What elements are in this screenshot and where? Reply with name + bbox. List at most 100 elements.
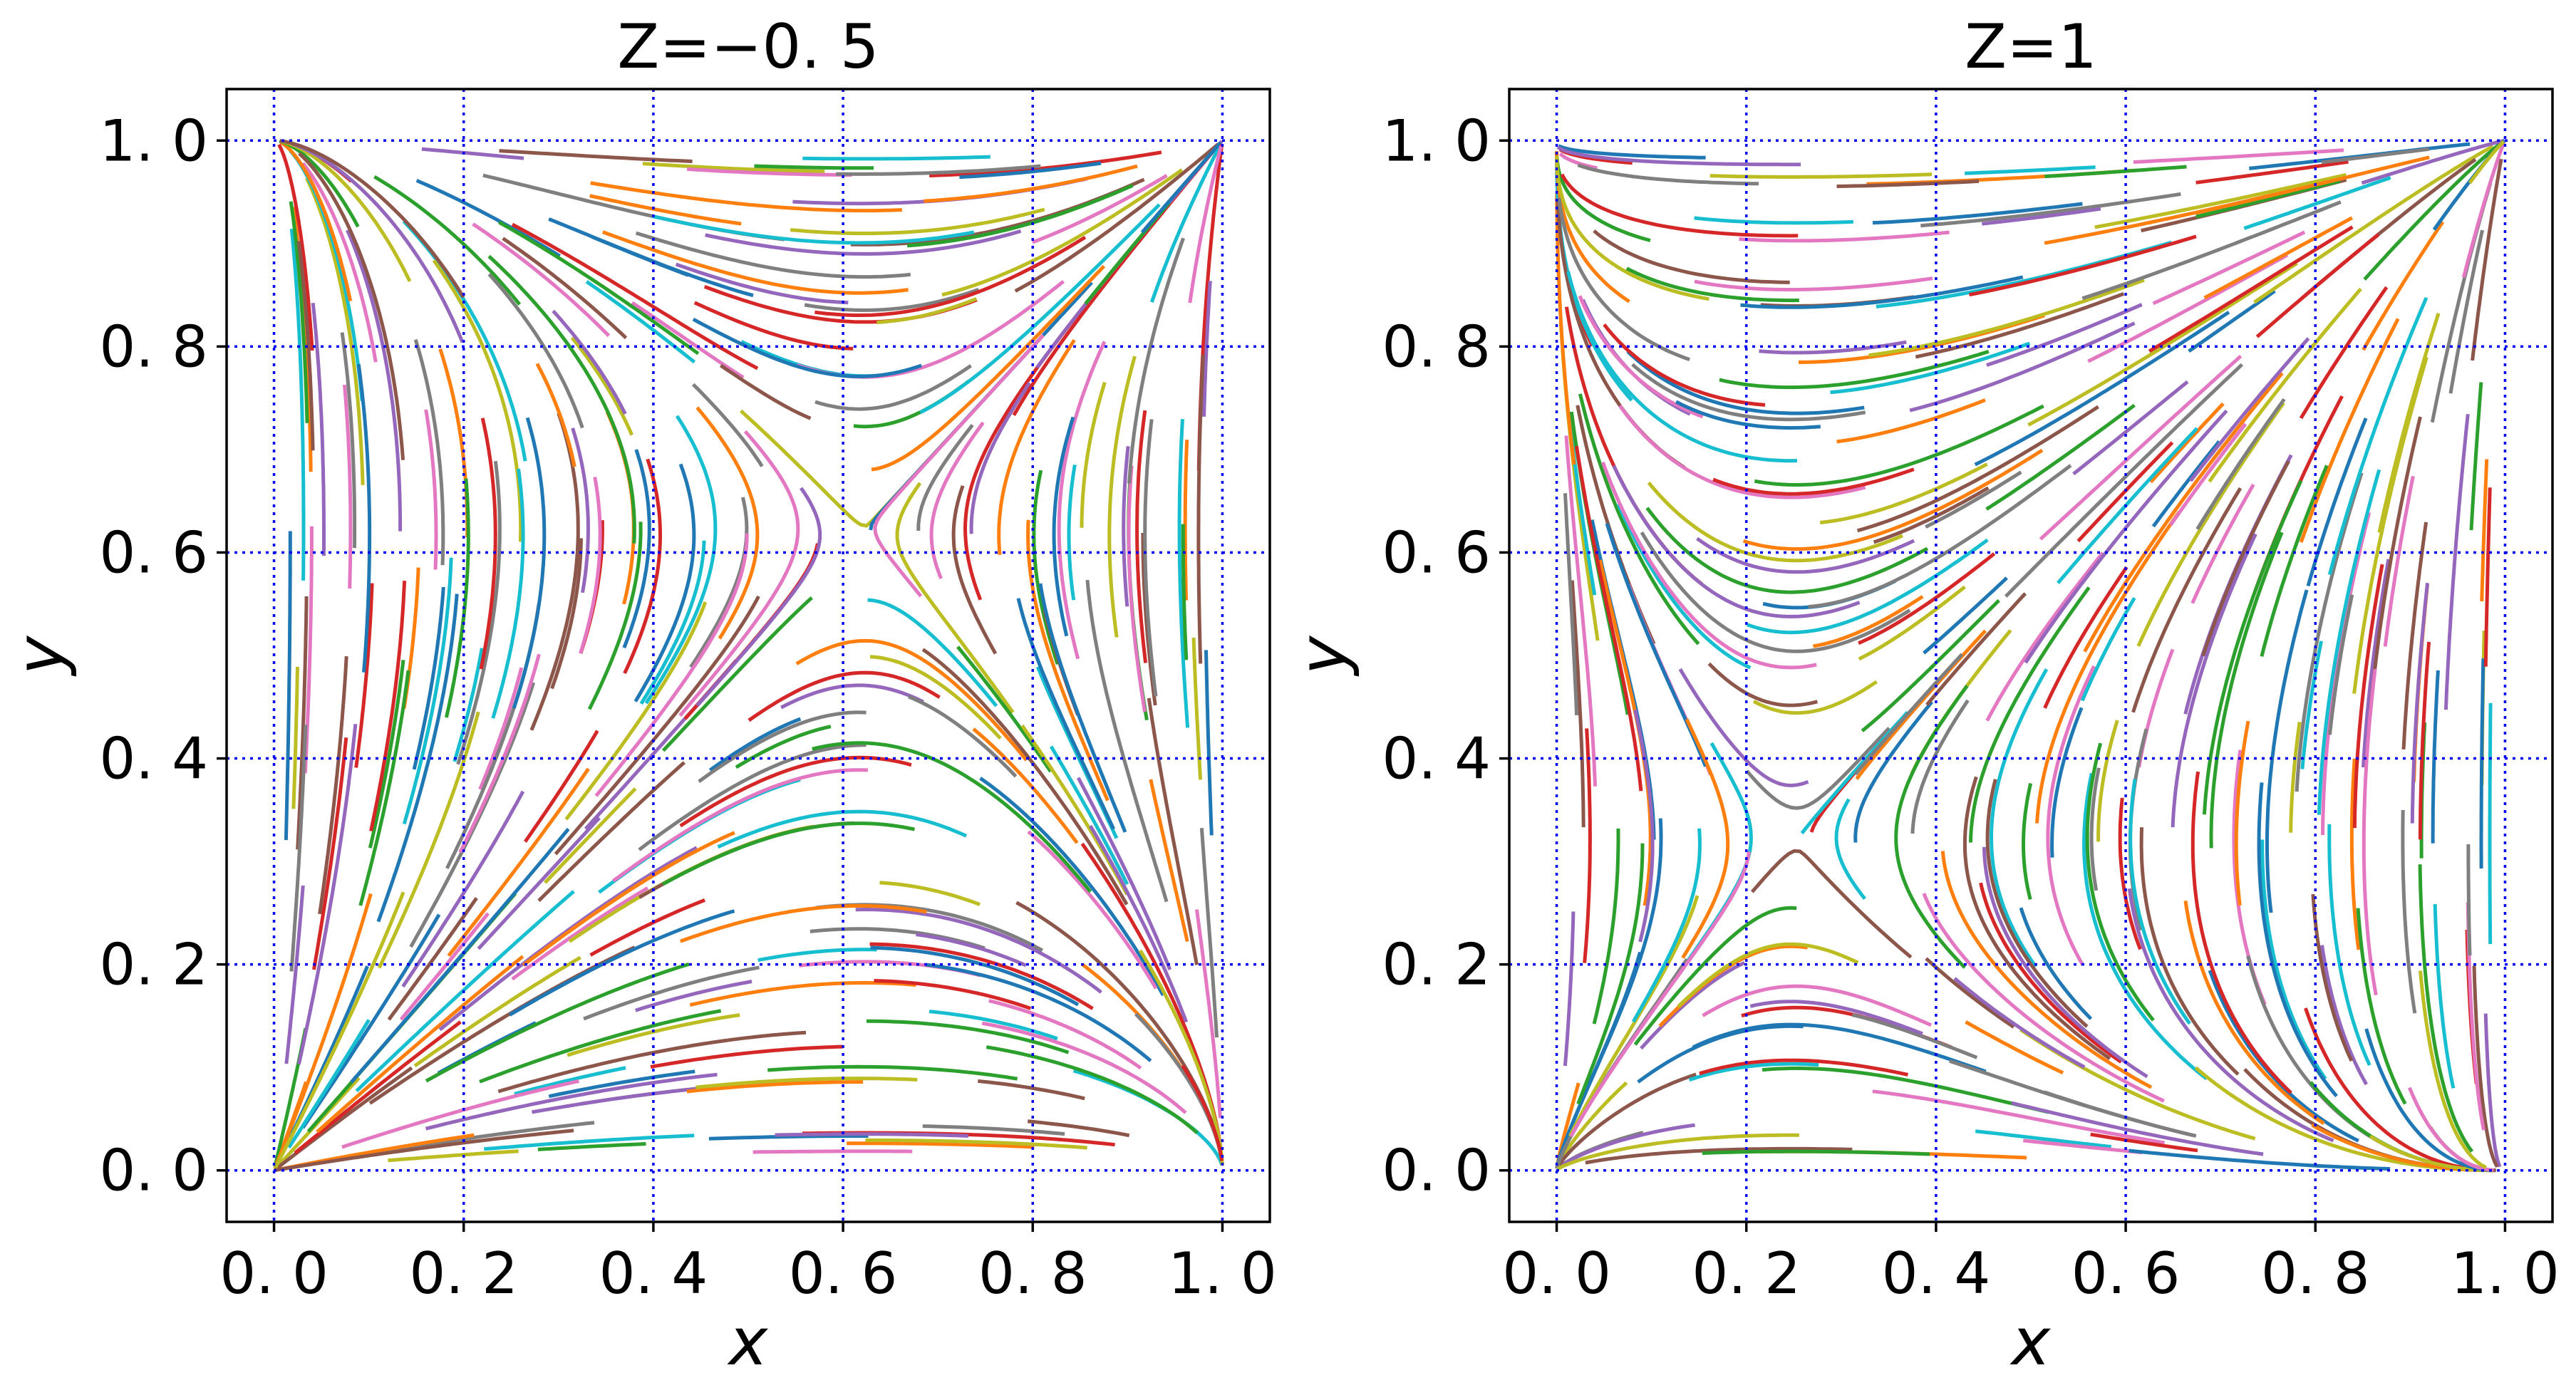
- streamline: [2410, 583, 2429, 824]
- streamline: [1558, 1123, 1695, 1169]
- streamline: [1745, 727, 1890, 810]
- streamline: [1855, 629, 1987, 780]
- streamline: [2418, 864, 2474, 1153]
- streamline: [2089, 767, 2101, 891]
- streamline: [1922, 893, 2165, 1103]
- streamline: [1719, 350, 1990, 390]
- streamline: [1016, 598, 1116, 830]
- streamline: [1853, 653, 1964, 776]
- streamline: [695, 406, 760, 640]
- streamline: [1578, 393, 1700, 645]
- streamline: [2327, 824, 2371, 1067]
- x-tick-label: 1. 0: [1168, 1240, 1277, 1307]
- streamline: [2085, 742, 2155, 1022]
- streamline: [1147, 698, 1199, 965]
- streamline: [509, 909, 735, 1017]
- streamline: [1985, 403, 2136, 511]
- streamline: [1149, 145, 1221, 303]
- x-tick-label: 0. 6: [789, 1240, 898, 1307]
- streamline: [294, 1020, 462, 1155]
- streamline: [1556, 1081, 1628, 1166]
- streamline: [2081, 200, 2342, 301]
- streamline: [1989, 668, 2049, 968]
- streamline: [1750, 849, 1913, 959]
- streamline: [2377, 312, 2441, 534]
- streamline: [2190, 483, 2255, 604]
- streamline: [2044, 165, 2187, 179]
- streamline: [2139, 827, 2240, 1076]
- streamline: [689, 980, 916, 1007]
- streamline: [1014, 142, 1220, 293]
- x-tick-label: 1. 0: [2451, 1240, 2560, 1307]
- y-tick-label: 1. 0: [99, 108, 208, 174]
- streamline: [1631, 363, 1866, 422]
- streamline: [589, 898, 706, 957]
- streamline: [368, 945, 636, 1105]
- streamline: [921, 648, 1129, 906]
- streamline: [298, 152, 405, 460]
- streamline: [1645, 507, 1929, 594]
- streamline: [1555, 156, 1709, 301]
- streamline: [425, 1072, 718, 1131]
- streamline: [796, 279, 1065, 379]
- left-panel: 0. 0 0. 2 0. 4 0. 6 0. 8 1. 0 0. 0 0. 2 0. 4 0. 6…: [2, 11, 1277, 1380]
- streamline: [767, 1064, 1018, 1081]
- streamline: [1564, 435, 1597, 787]
- streamline: [2431, 670, 2440, 844]
- streamline: [2208, 287, 2362, 483]
- streamline: [1127, 237, 1185, 484]
- streamline: [1135, 410, 1148, 663]
- streamline: [775, 1132, 969, 1138]
- streamline: [678, 430, 800, 717]
- streamline: [2209, 531, 2284, 849]
- streamline: [2265, 589, 2309, 913]
- streamline: [274, 893, 373, 1166]
- streamline: [296, 596, 309, 850]
- streamline: [1633, 709, 1655, 943]
- streamline: [959, 161, 1102, 180]
- streamline: [587, 522, 643, 710]
- streamline: [564, 601, 708, 821]
- streamline: [978, 1079, 1085, 1101]
- streamline: [661, 596, 813, 752]
- streamline: [790, 207, 1045, 236]
- streamline: [2128, 779, 2191, 1025]
- streamline: [341, 1079, 579, 1149]
- streamline: [1032, 174, 1168, 244]
- streamline: [1694, 276, 1933, 291]
- streamline: [452, 648, 484, 762]
- streamline: [2461, 141, 2506, 278]
- streamline: [1754, 404, 2044, 487]
- right-panel: 0. 0 0. 2 0. 4 0. 6 0. 8 1. 0 0. 0 0. 2 0. 4 0. 6…: [1285, 11, 2560, 1380]
- streamline: [662, 821, 915, 886]
- streamline: [1204, 650, 1214, 836]
- streamline: [1026, 519, 1109, 802]
- streamline: [1583, 728, 1592, 963]
- streamline: [2169, 422, 2247, 527]
- streamline: [2011, 1101, 2264, 1156]
- streamline: [2300, 641, 2324, 769]
- streamline: [1558, 144, 1706, 160]
- y-tick-label: 0. 8: [1382, 313, 1491, 380]
- streamline: [1858, 585, 1966, 661]
- streamline: [847, 1141, 1035, 1149]
- streamline: [2203, 216, 2354, 300]
- streamline: [279, 139, 465, 299]
- streamline: [2311, 893, 2354, 1062]
- streamline: [477, 816, 601, 950]
- streamline: [1566, 271, 1798, 463]
- streamline: [2021, 782, 2033, 900]
- y-tick-label: 0. 0: [1382, 1138, 1491, 1204]
- streamline: [1556, 198, 1686, 470]
- streamline: [804, 287, 980, 312]
- streamline: [478, 667, 524, 790]
- streamline: [2152, 230, 2306, 306]
- streamline: [1038, 583, 1127, 833]
- streamlines: [1555, 138, 2506, 1173]
- streamline: [479, 418, 497, 670]
- streamline: [497, 220, 700, 356]
- streamline: [691, 383, 764, 467]
- streamline: [2035, 511, 2181, 824]
- streamline: [554, 595, 760, 856]
- x-tick-label: 0. 8: [2261, 1240, 2370, 1307]
